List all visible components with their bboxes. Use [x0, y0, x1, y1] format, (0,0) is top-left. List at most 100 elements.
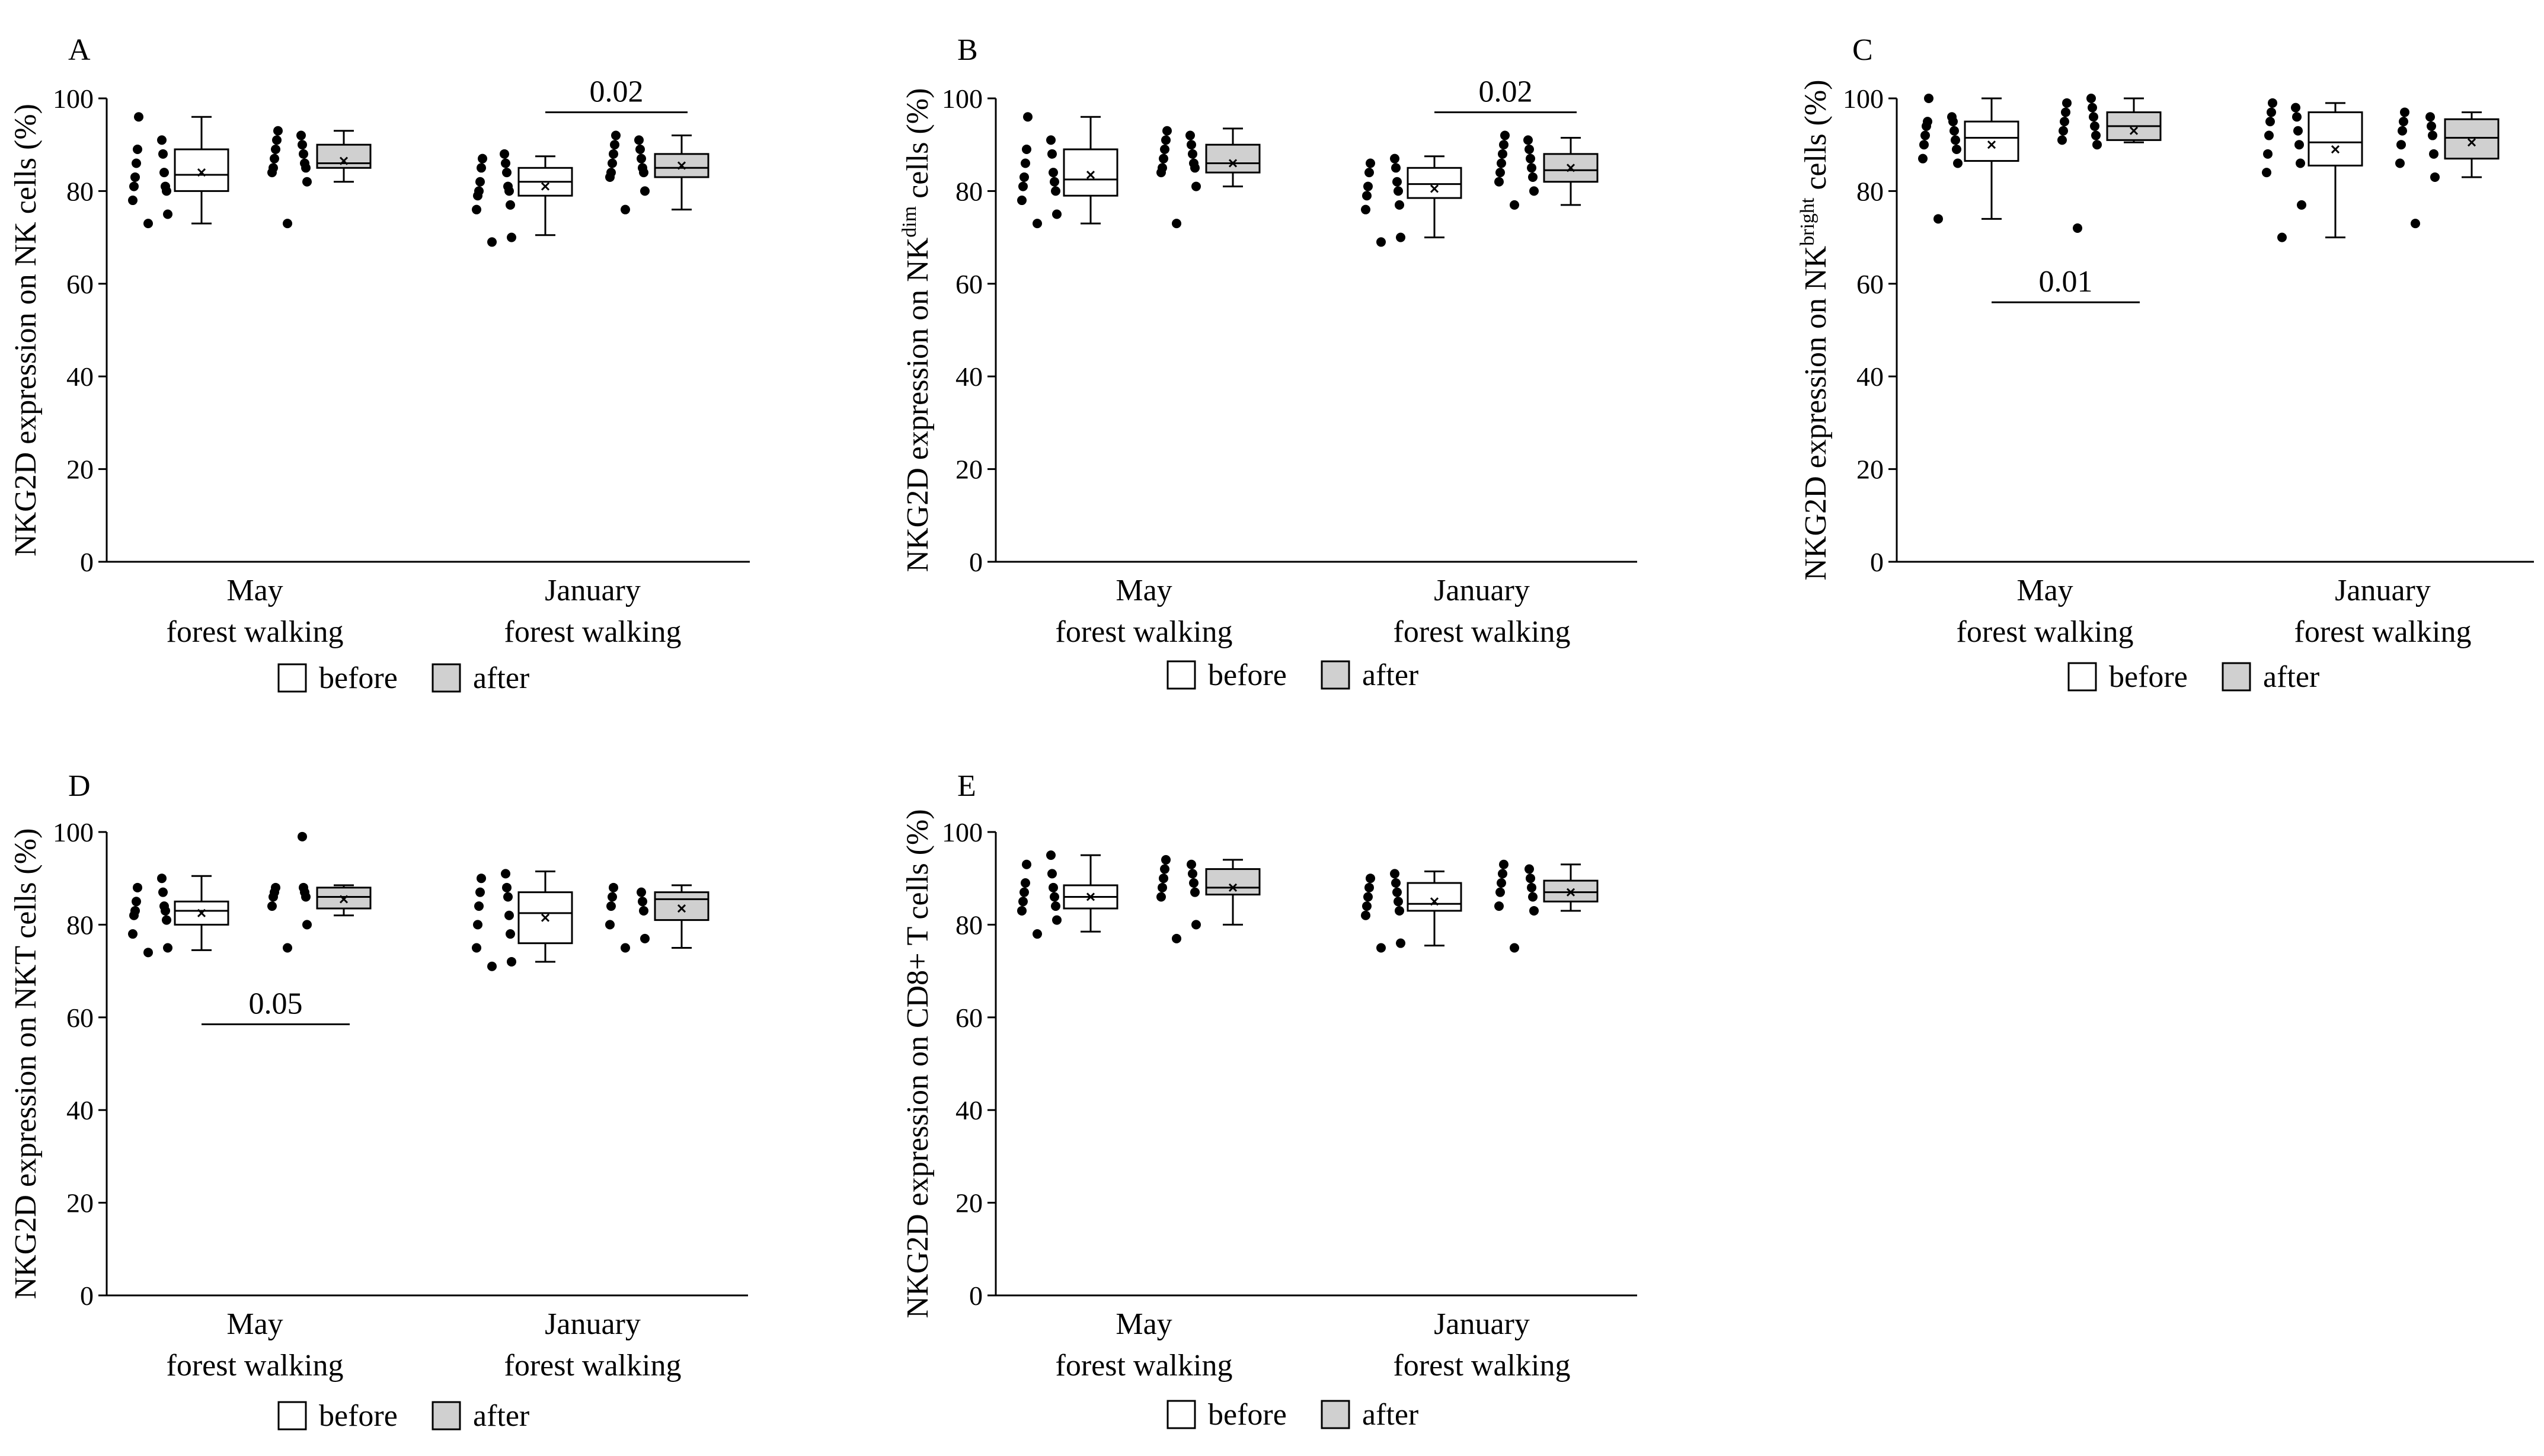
data-point-before: [1390, 153, 1399, 164]
data-point-after: [1500, 130, 1510, 140]
data-point-after: [1185, 130, 1195, 140]
mean-marker-before: [1430, 897, 1439, 906]
data-point-after: [1527, 882, 1536, 892]
data-point-before: [506, 929, 515, 939]
group-label-line2: forest walking: [2294, 615, 2472, 649]
legend-swatch-before: [277, 663, 307, 693]
data-point-before: [1396, 938, 1405, 948]
mean-marker-before: [2331, 145, 2340, 154]
box-before: [1063, 148, 1118, 197]
data-point-after: [1158, 163, 1167, 173]
panel-label: E: [957, 769, 976, 803]
data-point-after: [1528, 172, 1538, 182]
y-axis-label: NKG2D expression on NKbright cells (%): [1797, 79, 1833, 580]
data-point-after: [2057, 135, 2067, 145]
data-point-after: [640, 933, 650, 943]
data-point-after: [638, 897, 647, 907]
data-point-after: [1162, 126, 1172, 136]
data-point-before: [163, 943, 172, 953]
y-tick-label: 100: [1843, 84, 1884, 114]
y-tick-label: 20: [1856, 455, 1884, 485]
data-point-before: [502, 882, 512, 892]
data-point-after: [609, 149, 618, 159]
data-point-after: [2059, 126, 2068, 136]
data-point-before: [1920, 130, 1930, 140]
legend-swatch-before: [1166, 1400, 1196, 1429]
data-point-before: [1017, 196, 1027, 206]
data-point-before: [157, 135, 167, 145]
data-point-after: [1510, 943, 1519, 953]
data-point-after: [2398, 126, 2407, 136]
data-point-after: [611, 130, 621, 140]
data-point-before: [1022, 859, 1031, 869]
data-point-before: [159, 901, 169, 911]
mean-marker-after: [1566, 888, 1575, 897]
y-tick-label: 40: [955, 361, 983, 392]
mean-marker-before: [1430, 184, 1439, 193]
y-tick-label: 20: [66, 1188, 94, 1218]
panel-D: D NKG2D expression on NKT cells (%) 0 20 40 6…: [9, 769, 748, 1433]
legend-swatch-after: [432, 1401, 461, 1431]
data-point-before: [1033, 219, 1042, 229]
data-point-after: [1527, 163, 1536, 173]
data-point-after: [1172, 933, 1181, 943]
panel-A: A NKG2D expression on NK cells (%) 0 20 40 60…: [9, 33, 750, 695]
data-point-before: [1046, 135, 1056, 145]
group-1: January forest walking: [472, 130, 709, 649]
y-axis-label-suffix: cells (%): [1799, 79, 1833, 197]
data-point-before: [157, 873, 167, 884]
data-point-before: [1362, 901, 1372, 911]
data-point-before: [1019, 172, 1029, 182]
data-point-after: [299, 882, 308, 892]
data-point-after: [1494, 177, 1504, 187]
group-0: May forest walking: [1918, 94, 2162, 649]
data-point-before: [1923, 117, 1932, 127]
data-point-after: [1156, 892, 1166, 902]
data-point-before: [1018, 897, 1028, 907]
group-label-line1: May: [226, 1307, 283, 1341]
box-before: [174, 900, 229, 926]
data-point-after: [1497, 878, 1506, 888]
data-point-after: [2395, 158, 2405, 168]
data-point-before: [1047, 869, 1057, 879]
data-point-before: [1363, 181, 1373, 191]
panel-E: E NKG2D expression on CD8+ T cells (%) 0 20…: [901, 769, 1637, 1432]
legend-swatch-before: [1166, 660, 1196, 690]
y-tick-label: 40: [66, 1095, 94, 1125]
data-point-after: [1529, 186, 1539, 196]
group-label-line2: forest walking: [1957, 615, 2134, 649]
data-point-before: [1366, 158, 1375, 168]
y-axis-label: NKG2D expression on NK cells (%): [9, 104, 43, 556]
data-point-before: [1021, 878, 1030, 888]
box-before: [517, 891, 573, 945]
data-point-after: [302, 177, 312, 187]
group-1: January forest walking: [2262, 98, 2500, 649]
data-point-before: [2267, 107, 2276, 117]
data-point-before: [2291, 103, 2300, 113]
data-point-after: [1526, 153, 1535, 164]
data-point-after: [1191, 920, 1201, 930]
data-point-before: [1919, 140, 1929, 150]
data-point-before: [128, 196, 138, 206]
data-point-before: [134, 112, 143, 122]
data-point-before: [1376, 943, 1386, 953]
data-point-before: [502, 168, 512, 178]
data-point-after: [302, 920, 312, 930]
data-point-after: [635, 145, 645, 155]
data-point-after: [1529, 905, 1539, 916]
data-point-after: [621, 943, 630, 953]
data-point-after: [1189, 878, 1199, 888]
box-before: [1964, 120, 2019, 162]
data-point-after: [2427, 121, 2436, 131]
data-point-after: [271, 882, 280, 892]
data-point-after: [606, 168, 616, 178]
group-label-line1: May: [226, 574, 283, 607]
y-tick-label: 0: [969, 1281, 983, 1311]
data-point-after: [1525, 145, 1534, 155]
data-point-after: [606, 901, 616, 911]
group-1: January forest walking: [1361, 859, 1599, 1383]
data-point-after: [1498, 869, 1507, 879]
data-point-before: [158, 149, 168, 159]
mean-marker-after: [339, 156, 349, 165]
data-point-after: [1159, 873, 1168, 884]
